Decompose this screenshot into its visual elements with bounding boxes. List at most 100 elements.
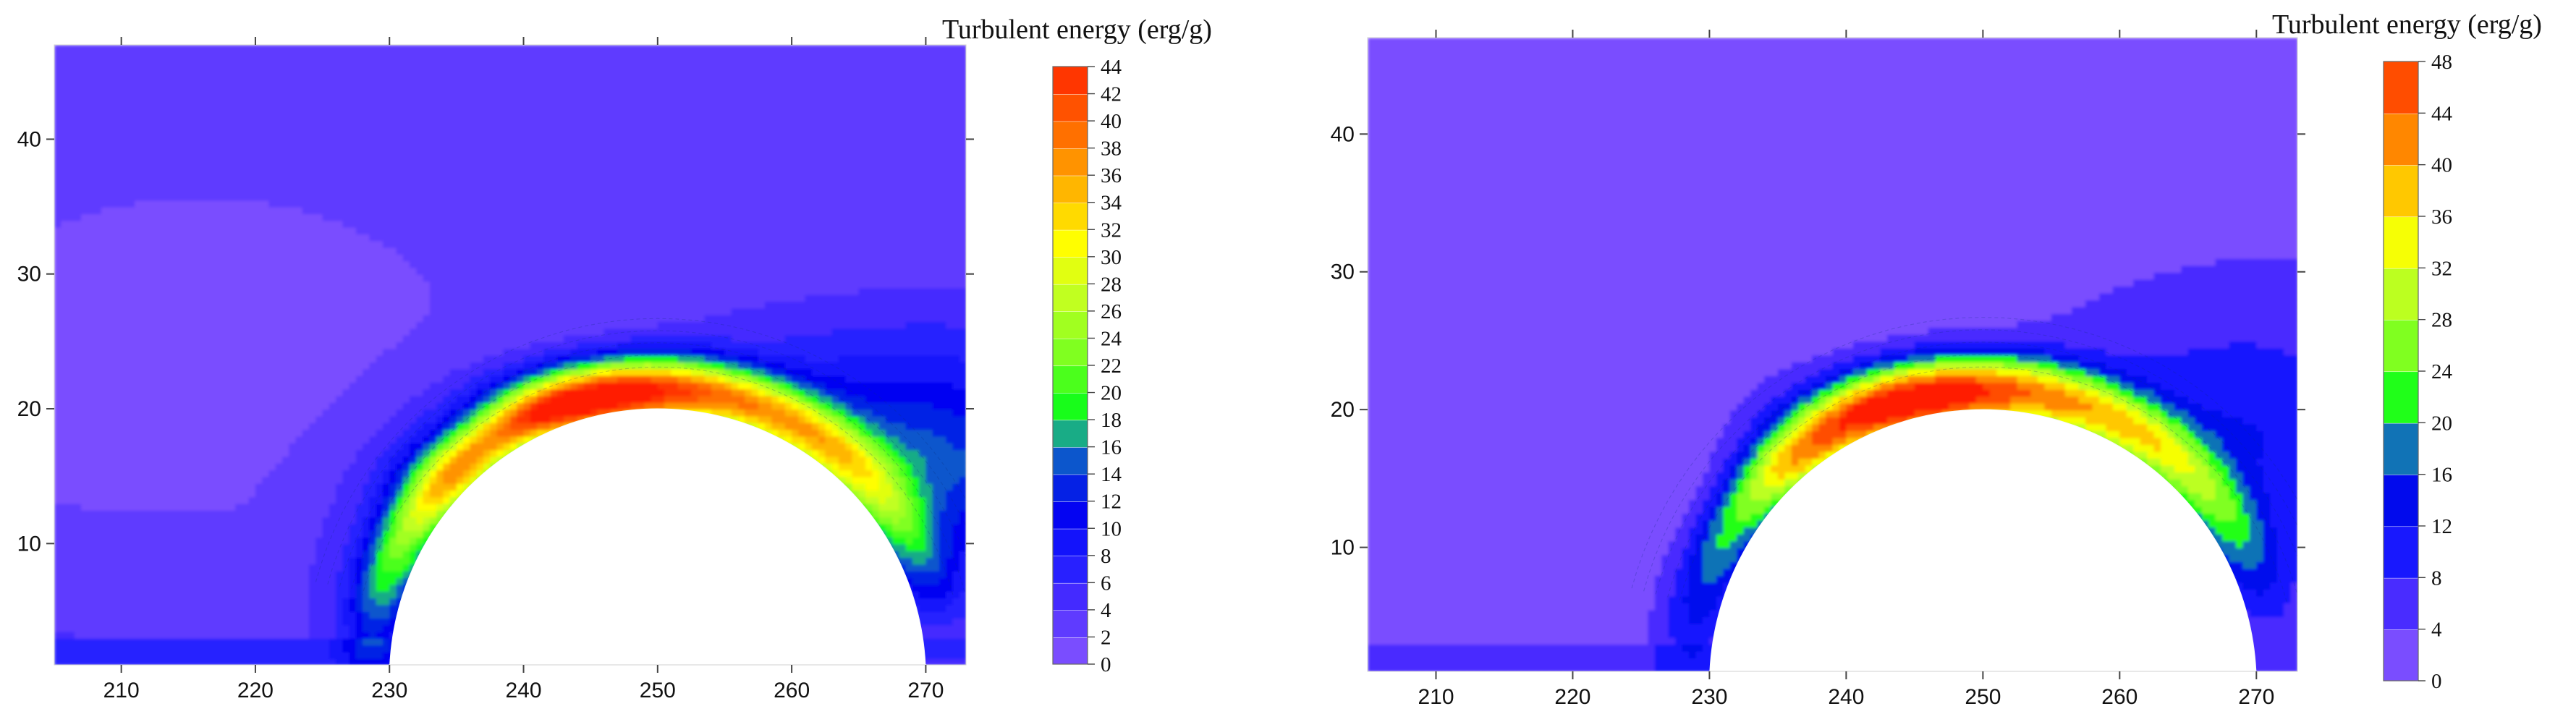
field-cell — [61, 226, 69, 235]
field-cell — [127, 253, 136, 262]
field-cell — [54, 442, 62, 451]
field-cell — [302, 617, 310, 626]
field-cell — [121, 287, 130, 295]
field-cell — [382, 415, 391, 423]
field-cell — [154, 307, 163, 315]
field-cell — [135, 442, 143, 451]
field-cell — [195, 267, 203, 275]
field-cell — [248, 166, 257, 174]
field-cell — [248, 139, 257, 147]
field-cell — [382, 294, 391, 302]
field-cell — [67, 206, 75, 215]
field-cell — [61, 233, 69, 242]
field-cell — [235, 314, 243, 323]
field-cell — [410, 139, 418, 147]
field-cell — [101, 645, 109, 653]
field-cell — [315, 233, 323, 242]
field-cell — [154, 179, 163, 187]
field-cell — [242, 220, 250, 228]
field-cell — [309, 45, 317, 53]
field-cell — [74, 590, 82, 599]
field-cell — [302, 334, 310, 343]
field-cell — [255, 72, 263, 80]
field-cell — [363, 436, 370, 443]
field-cell — [268, 496, 276, 504]
field-cell — [363, 247, 370, 255]
field-cell — [114, 402, 122, 410]
field-cell — [154, 422, 163, 430]
field-cell — [154, 543, 163, 551]
field-cell — [88, 287, 96, 295]
field-cell — [363, 233, 370, 242]
field-cell — [141, 166, 149, 174]
field-cell — [67, 281, 75, 289]
field-cell — [67, 624, 75, 632]
field-cell — [141, 58, 149, 67]
field-cell — [322, 253, 331, 262]
field-cell — [349, 98, 357, 107]
field-cell — [396, 200, 404, 208]
field-cell — [342, 220, 350, 228]
field-cell — [221, 422, 230, 430]
field-cell — [376, 320, 384, 329]
field-cell — [355, 570, 364, 579]
field-cell — [67, 496, 75, 504]
field-cell — [376, 307, 384, 315]
field-cell — [282, 645, 290, 653]
field-cell — [127, 45, 136, 53]
field-cell — [295, 153, 303, 161]
field-cell — [168, 409, 176, 417]
field-cell — [410, 145, 418, 154]
field-cell — [342, 294, 350, 302]
field-cell — [302, 98, 310, 107]
field-cell — [322, 51, 331, 59]
field-cell — [74, 192, 82, 201]
field-cell — [295, 105, 303, 114]
field-cell — [101, 476, 109, 484]
field-cell — [121, 92, 130, 100]
field-cell — [289, 637, 297, 646]
field-cell — [114, 92, 122, 100]
field-cell — [182, 354, 190, 363]
field-cell — [295, 651, 303, 659]
field-cell — [396, 112, 404, 120]
field-cell — [248, 415, 257, 423]
field-cell — [309, 564, 317, 572]
field-cell — [174, 166, 183, 174]
field-cell — [161, 604, 169, 612]
field-cell — [188, 530, 196, 538]
field-cell — [302, 624, 310, 632]
field-cell — [228, 334, 237, 343]
field-cell — [195, 240, 203, 248]
field-cell — [135, 422, 143, 430]
field-cell — [121, 247, 130, 255]
field-cell — [94, 483, 103, 491]
field-cell — [242, 139, 250, 147]
field-cell — [154, 92, 163, 100]
field-cell — [255, 556, 263, 565]
field-cell — [268, 577, 276, 585]
field-cell — [389, 179, 397, 187]
field-cell — [228, 112, 237, 120]
field-cell — [221, 354, 230, 363]
field-cell — [302, 537, 310, 545]
field-cell — [182, 51, 190, 59]
field-cell — [369, 375, 377, 383]
field-cell — [88, 267, 96, 275]
field-cell — [289, 422, 297, 430]
field-cell — [154, 570, 163, 579]
field-cell — [376, 550, 384, 559]
field-cell — [255, 570, 263, 579]
field-cell — [289, 402, 297, 410]
field-cell — [315, 220, 323, 228]
field-cell — [188, 125, 196, 134]
field-cell — [349, 179, 357, 187]
field-cell — [382, 570, 391, 579]
field-cell — [94, 415, 103, 423]
field-cell — [114, 166, 122, 174]
field-cell — [121, 402, 130, 410]
field-cell — [402, 388, 411, 396]
field-cell — [127, 604, 136, 612]
field-cell — [127, 483, 136, 491]
field-cell — [188, 395, 196, 403]
